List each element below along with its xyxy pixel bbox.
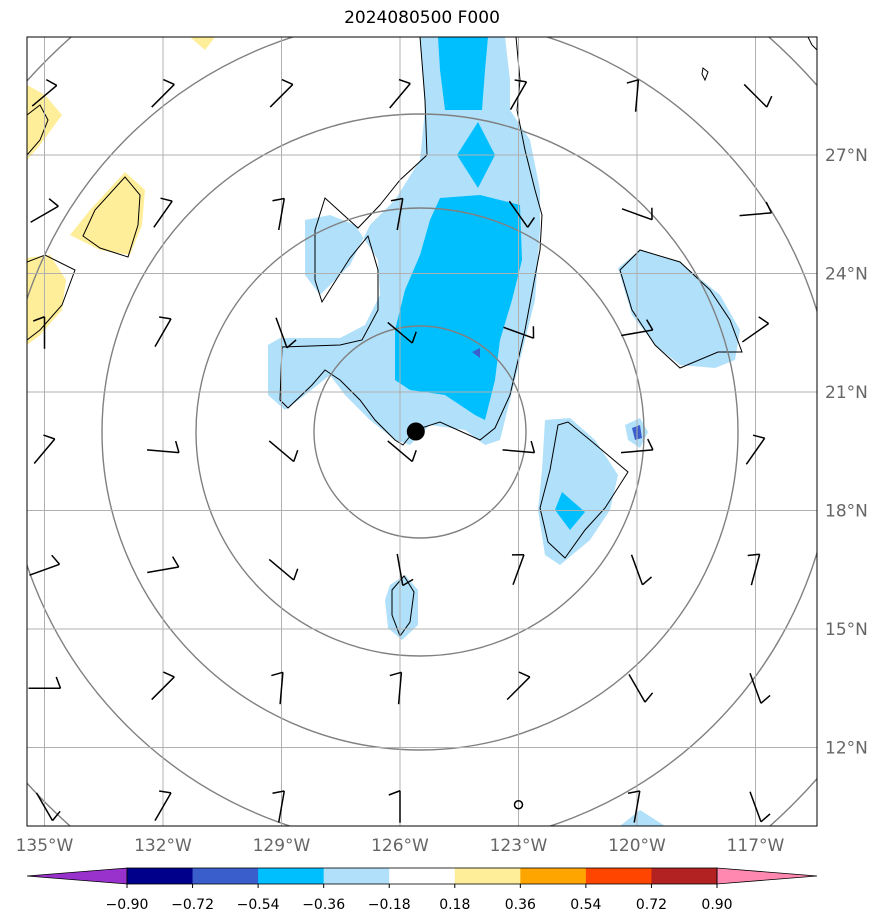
wind-barb [503,326,535,339]
wind-barb [621,207,653,221]
contour-lines [27,37,817,638]
colorbar-tick-label: 0.90 [701,897,732,913]
wind-barb [28,676,62,689]
colorbar-tick-label: −0.72 [171,897,214,913]
colorbar-tick-label: 0.72 [636,897,667,913]
lat-tick-label: 15°N [825,620,868,640]
colorbar-tick-label: 0.36 [505,897,536,913]
colorbar-segment [585,868,652,884]
wind-barb [268,558,299,581]
wind-barb [31,78,58,107]
wind-barb [147,556,180,574]
wind-barb [268,440,299,463]
colorbar-segment [258,868,325,884]
wind-barb [506,671,531,701]
map-title: 2024080500 F000 [344,8,500,28]
wind-barb [749,672,771,704]
wind-barb [35,792,61,822]
wind-barb [388,790,401,823]
colorbar-tick-label: 0.18 [439,897,470,913]
positive-anomaly-fill [27,37,215,345]
wind-barb [621,319,654,337]
wind-barb [508,200,536,228]
wind-barb [396,553,414,587]
wind-barb [387,321,417,344]
lat-tick-label: 18°N [825,502,868,522]
colorbar-segment [323,868,390,884]
colorbar-extend-low [26,867,128,885]
colorbar-tick-label: 0.54 [570,897,601,913]
wind-barbs [28,78,773,823]
colorbar-labels: −0.90 −0.72 −0.54 −0.36 −0.18 0.18 0.36 0.54 0.7… [106,884,733,913]
colorbar-segment [520,868,587,884]
wind-barb [502,440,536,454]
wind-barb [30,198,59,223]
wind-barb [33,434,56,464]
wind-barb [628,674,654,703]
wind-barb [389,78,411,109]
lat-tick-label: 27°N [825,146,868,166]
wind-barb [749,791,771,823]
longitude-labels: 135°W 132°W 129°W 126°W 123°W 120°W 117°W [16,836,785,856]
colorbar-segment [389,868,456,884]
wind-barb [33,316,46,349]
lon-tick-label: 135°W [16,836,74,856]
latitude-labels: 27°N 24°N 21°N 18°N 15°N 12°N [825,146,868,759]
calm-wind-marker [513,800,524,810]
wind-barb [627,790,641,823]
lat-tick-label: 21°N [825,383,868,403]
wind-barb [272,790,286,823]
wind-barb [741,316,770,343]
wind-barb [154,790,172,821]
lon-tick-label: 117°W [727,836,785,856]
colorbar-tick-label: −0.90 [106,897,149,913]
wind-barb [747,553,761,586]
wind-barb [630,554,653,586]
lon-tick-label: 126°W [371,836,429,856]
lon-tick-label: 123°W [490,836,548,856]
colorbar-segment [454,868,521,884]
wind-barb [745,434,766,465]
wind-barb [389,671,403,705]
wind-barb [151,78,175,108]
wind-barb [275,317,297,349]
colorbar-frame [126,867,718,885]
lat-tick-label: 12°N [825,739,868,759]
colorbar-segment [651,868,718,884]
wind-barb [272,197,286,231]
colorbar-tick-label: −0.54 [237,897,280,913]
wind-barb [146,440,180,454]
wind-barb [743,83,773,108]
wind-barb [739,201,773,217]
wind-barb [154,316,172,347]
plot-frame [26,36,818,827]
wind-barb [620,438,654,454]
colorbar [26,867,818,885]
wind-barb [29,554,61,576]
wind-barb [511,553,525,586]
wind-barb [271,671,284,705]
wind-barb [626,79,640,112]
colorbar-tick-label: −0.36 [302,897,345,913]
lat-tick-label: 24°N [825,265,868,285]
wind-barb [390,197,404,231]
colorbar-segment [192,868,259,884]
wind-barb [387,440,417,463]
storm-center-marker [406,422,425,441]
wind-barb [151,671,175,701]
lon-tick-label: 132°W [134,836,192,856]
lon-tick-label: 120°W [608,836,666,856]
wind-barb [269,78,294,108]
colorbar-tick-label: −0.18 [368,897,411,913]
colorbar-segment [127,868,194,884]
lon-tick-label: 129°W [253,836,311,856]
wind-barb [153,197,173,228]
gridlines [27,37,817,826]
negative-anomaly-fill-medium [395,37,585,530]
wind-barb [509,79,528,110]
colorbar-extend-high [716,867,818,885]
